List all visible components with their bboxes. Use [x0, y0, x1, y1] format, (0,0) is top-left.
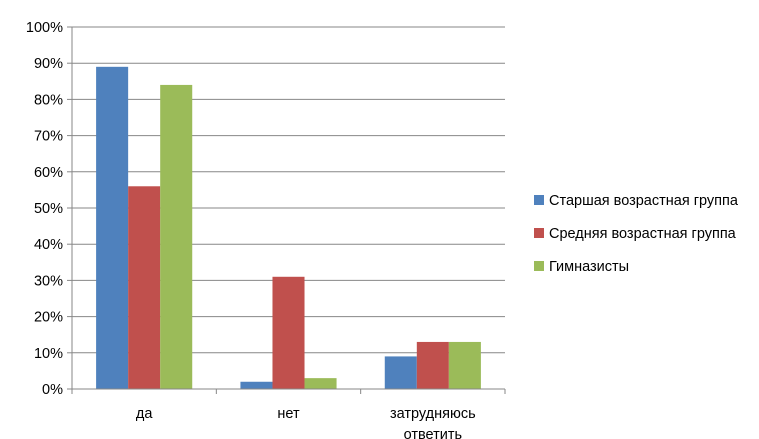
y-tick-label: 30% — [34, 273, 63, 289]
bars — [96, 66, 481, 390]
y-tick-label: 60% — [34, 165, 63, 181]
bar — [272, 276, 305, 389]
bar — [416, 341, 449, 389]
legend: Старшая возрастная группа Средняя возраст… — [534, 193, 739, 275]
y-axis-ticks: 0% 10% 20% 30% 40% 50% 60% 70% 80% 90% 100% — [26, 20, 72, 398]
y-tick-label: 0% — [42, 382, 63, 398]
y-tick-label: 80% — [34, 92, 63, 108]
bar — [448, 341, 481, 389]
y-tick-label: 70% — [34, 129, 63, 145]
x-category-label: да — [136, 406, 153, 422]
x-axis-ticks: да нет затрудняюсь ответить — [71, 389, 506, 439]
legend-swatch — [534, 195, 544, 205]
bar — [128, 186, 161, 389]
x-category-label: нет — [277, 406, 300, 422]
y-tick-label: 40% — [34, 237, 63, 253]
bar — [160, 84, 193, 390]
legend-label: Средняя возрастная группа — [549, 226, 737, 242]
x-category-label: затрудняюсь — [390, 406, 476, 422]
bar — [304, 378, 337, 389]
legend-label: Гимназисты — [549, 259, 629, 275]
y-tick-label: 10% — [34, 346, 63, 362]
legend-swatch — [534, 228, 544, 238]
y-tick-label: 100% — [26, 20, 63, 36]
y-tick-label: 20% — [34, 310, 63, 326]
bar — [384, 356, 417, 389]
x-category-label: ответить — [404, 427, 462, 439]
y-tick-label: 90% — [34, 56, 63, 72]
axes — [71, 27, 505, 390]
bar — [240, 381, 273, 389]
legend-swatch — [534, 261, 544, 271]
y-tick-label: 50% — [34, 201, 63, 217]
bar — [96, 66, 129, 389]
legend-label: Старшая возрастная группа — [549, 193, 739, 209]
